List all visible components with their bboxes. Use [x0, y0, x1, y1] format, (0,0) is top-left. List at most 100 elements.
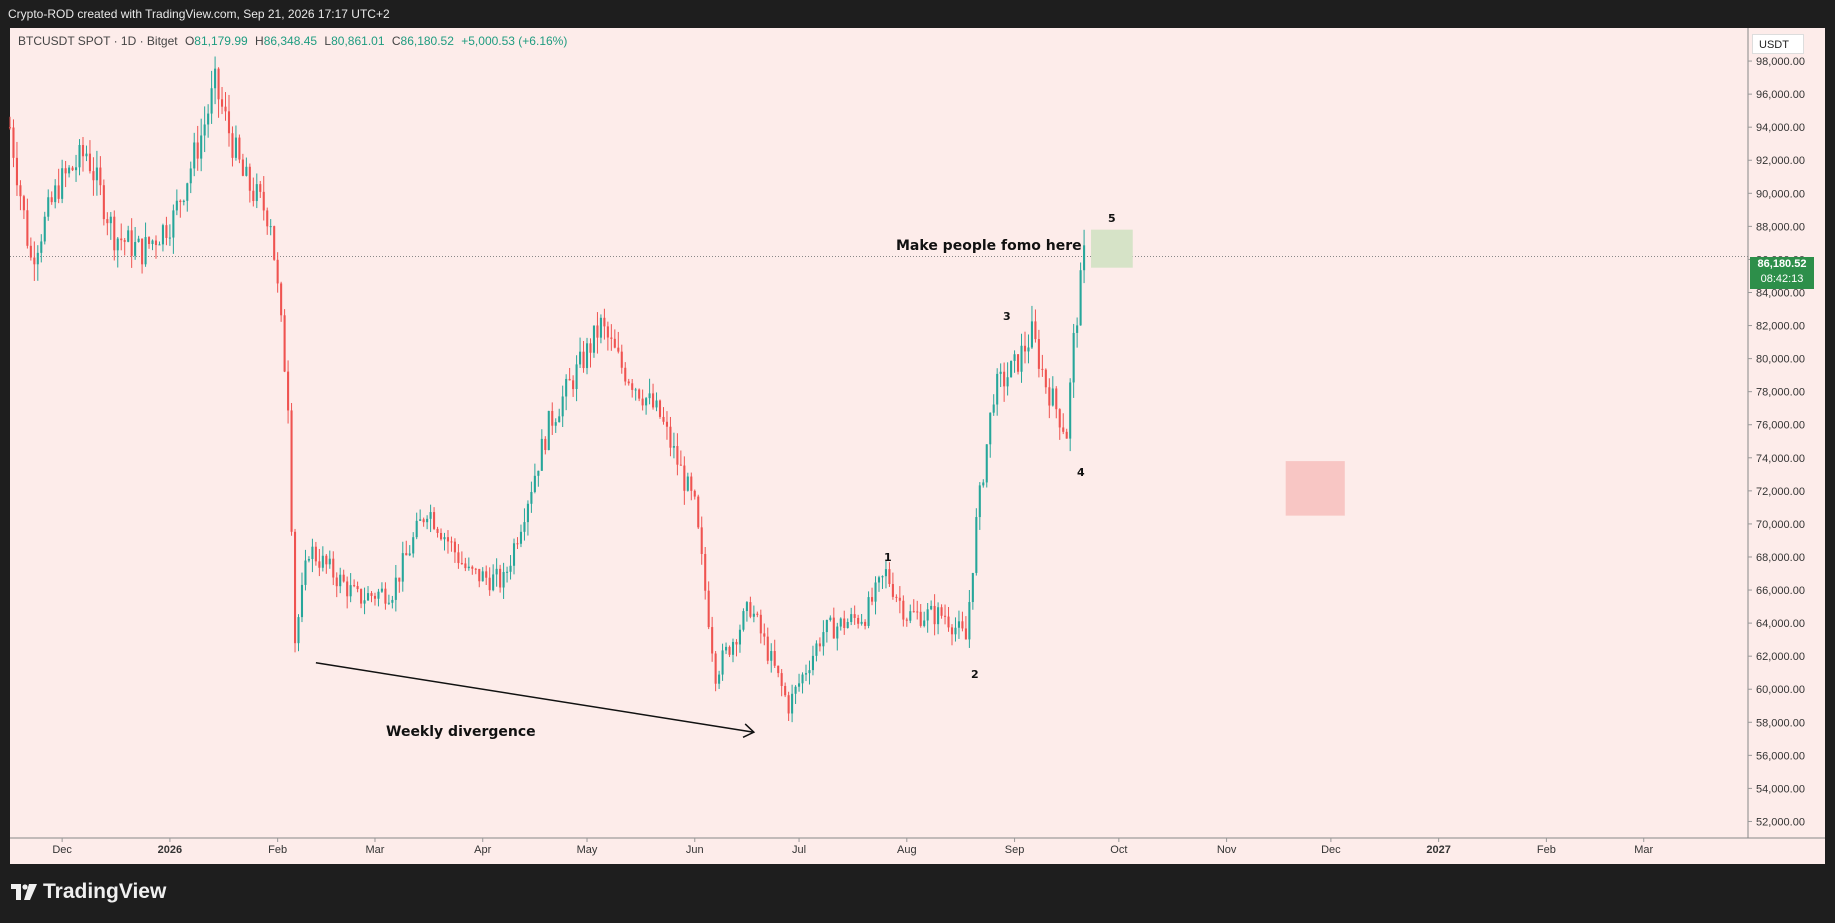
- x-tick-label: Mar: [1634, 844, 1653, 856]
- candle-up: [168, 237, 171, 239]
- candle-down: [335, 577, 338, 587]
- candle-down: [589, 343, 592, 353]
- candle-up: [172, 210, 175, 238]
- candle-up: [387, 602, 390, 604]
- x-tick-label: 2026: [158, 844, 182, 856]
- candle-down: [551, 410, 554, 426]
- time-axis: Dec 2026 Feb Mar Apr May Jun Jul Aug Sep Oct Nov Dec…: [52, 838, 1654, 856]
- candle-up: [850, 614, 853, 623]
- x-tick-label: Aug: [897, 844, 917, 856]
- candle-up: [1069, 382, 1072, 439]
- candle-down: [787, 695, 790, 714]
- candle-up: [443, 537, 446, 540]
- fomo-annotation[interactable]: Make people fomo here: [896, 238, 1082, 254]
- candle-up: [742, 611, 745, 630]
- candle-up: [394, 577, 397, 600]
- candle-up: [804, 673, 808, 675]
- tradingview-logo[interactable]: TradingView: [11, 880, 166, 904]
- candle-down: [19, 185, 22, 197]
- candle-down: [749, 602, 752, 617]
- candle-down: [606, 326, 609, 338]
- x-tick-label: Jul: [792, 844, 806, 856]
- candle-down: [220, 99, 224, 107]
- candle-down: [64, 168, 67, 174]
- zones: [1091, 229, 1345, 516]
- candle-down: [439, 532, 443, 540]
- candle-up: [860, 621, 863, 624]
- candle-down: [620, 351, 623, 368]
- candle-up: [547, 410, 550, 451]
- candle-up: [599, 317, 602, 338]
- candle-down: [864, 621, 867, 626]
- chart-area[interactable]: [10, 28, 1825, 864]
- candle-up: [349, 585, 352, 597]
- candle-down: [360, 589, 363, 604]
- candle-up: [558, 416, 561, 423]
- candle-up: [269, 226, 272, 228]
- candle-down: [196, 142, 199, 159]
- candle-up: [937, 607, 940, 625]
- candle-down: [373, 595, 377, 599]
- candle-up: [419, 519, 422, 521]
- candle-up: [137, 238, 140, 242]
- candle-down: [610, 337, 613, 339]
- candle-down: [217, 68, 220, 100]
- candle-up: [1006, 377, 1009, 387]
- candle-up: [655, 400, 658, 408]
- candle-down: [711, 627, 714, 654]
- candle-up: [68, 167, 71, 174]
- candle-down: [92, 171, 95, 181]
- wave-label-2[interactable]: 2: [971, 668, 979, 681]
- last-price-value: 86,180.52: [1757, 258, 1807, 270]
- candle-up: [234, 137, 237, 158]
- candle-down: [582, 351, 585, 369]
- candle-down: [676, 446, 679, 465]
- candle-down: [485, 571, 488, 578]
- candle-down: [843, 618, 846, 628]
- candle-up: [408, 553, 411, 556]
- candle-down: [679, 464, 682, 466]
- candle-down: [895, 596, 898, 598]
- candle-down: [1003, 371, 1006, 387]
- candle-down: [106, 219, 109, 224]
- candle-down: [113, 216, 116, 251]
- candle-up: [526, 503, 529, 523]
- candle-up: [561, 396, 564, 417]
- candle-up: [815, 643, 818, 656]
- wave-label-5[interactable]: 5: [1108, 212, 1116, 225]
- candle-down: [964, 628, 967, 640]
- y-tick-label: 52,000.00: [1756, 816, 1805, 828]
- currency-selector[interactable]: USDT: [1752, 34, 1804, 54]
- candle-down: [662, 416, 665, 422]
- x-tick-label: Sep: [1005, 844, 1025, 856]
- wave-label-1[interactable]: 1: [884, 551, 892, 564]
- candle-up: [1072, 332, 1075, 383]
- candle-up: [672, 446, 675, 448]
- y-tick-label: 56,000.00: [1756, 750, 1805, 762]
- divergence-annotation[interactable]: Weekly divergence: [386, 724, 536, 740]
- candle-down: [29, 245, 32, 258]
- candle-down: [141, 238, 144, 265]
- candle-down: [568, 378, 571, 381]
- candle-down: [227, 111, 231, 134]
- candle-down: [474, 568, 477, 570]
- candle-up: [585, 343, 589, 369]
- candle-up: [158, 244, 161, 246]
- y-tick-label: 58,000.00: [1756, 717, 1805, 729]
- wave-label-3[interactable]: 3: [1003, 310, 1011, 323]
- candle-up: [811, 655, 814, 671]
- wave-label-4[interactable]: 4: [1077, 466, 1085, 479]
- y-tick-label: 74,000.00: [1756, 453, 1805, 465]
- candle-up: [245, 166, 248, 176]
- symbol-legend: BTCUSDT SPOT · 1D · Bitget O81,179.99 H8…: [18, 34, 568, 48]
- y-tick-label: 90,000.00: [1756, 188, 1805, 200]
- candle-up: [85, 153, 88, 157]
- candle-up: [481, 571, 484, 582]
- candle-up: [467, 566, 470, 569]
- candle-down: [384, 588, 387, 604]
- candle-down: [276, 259, 279, 284]
- candle-up: [829, 617, 832, 621]
- symbol-name: BTCUSDT SPOT · 1D · Bitget: [18, 34, 178, 48]
- y-tick-label: 72,000.00: [1756, 486, 1805, 498]
